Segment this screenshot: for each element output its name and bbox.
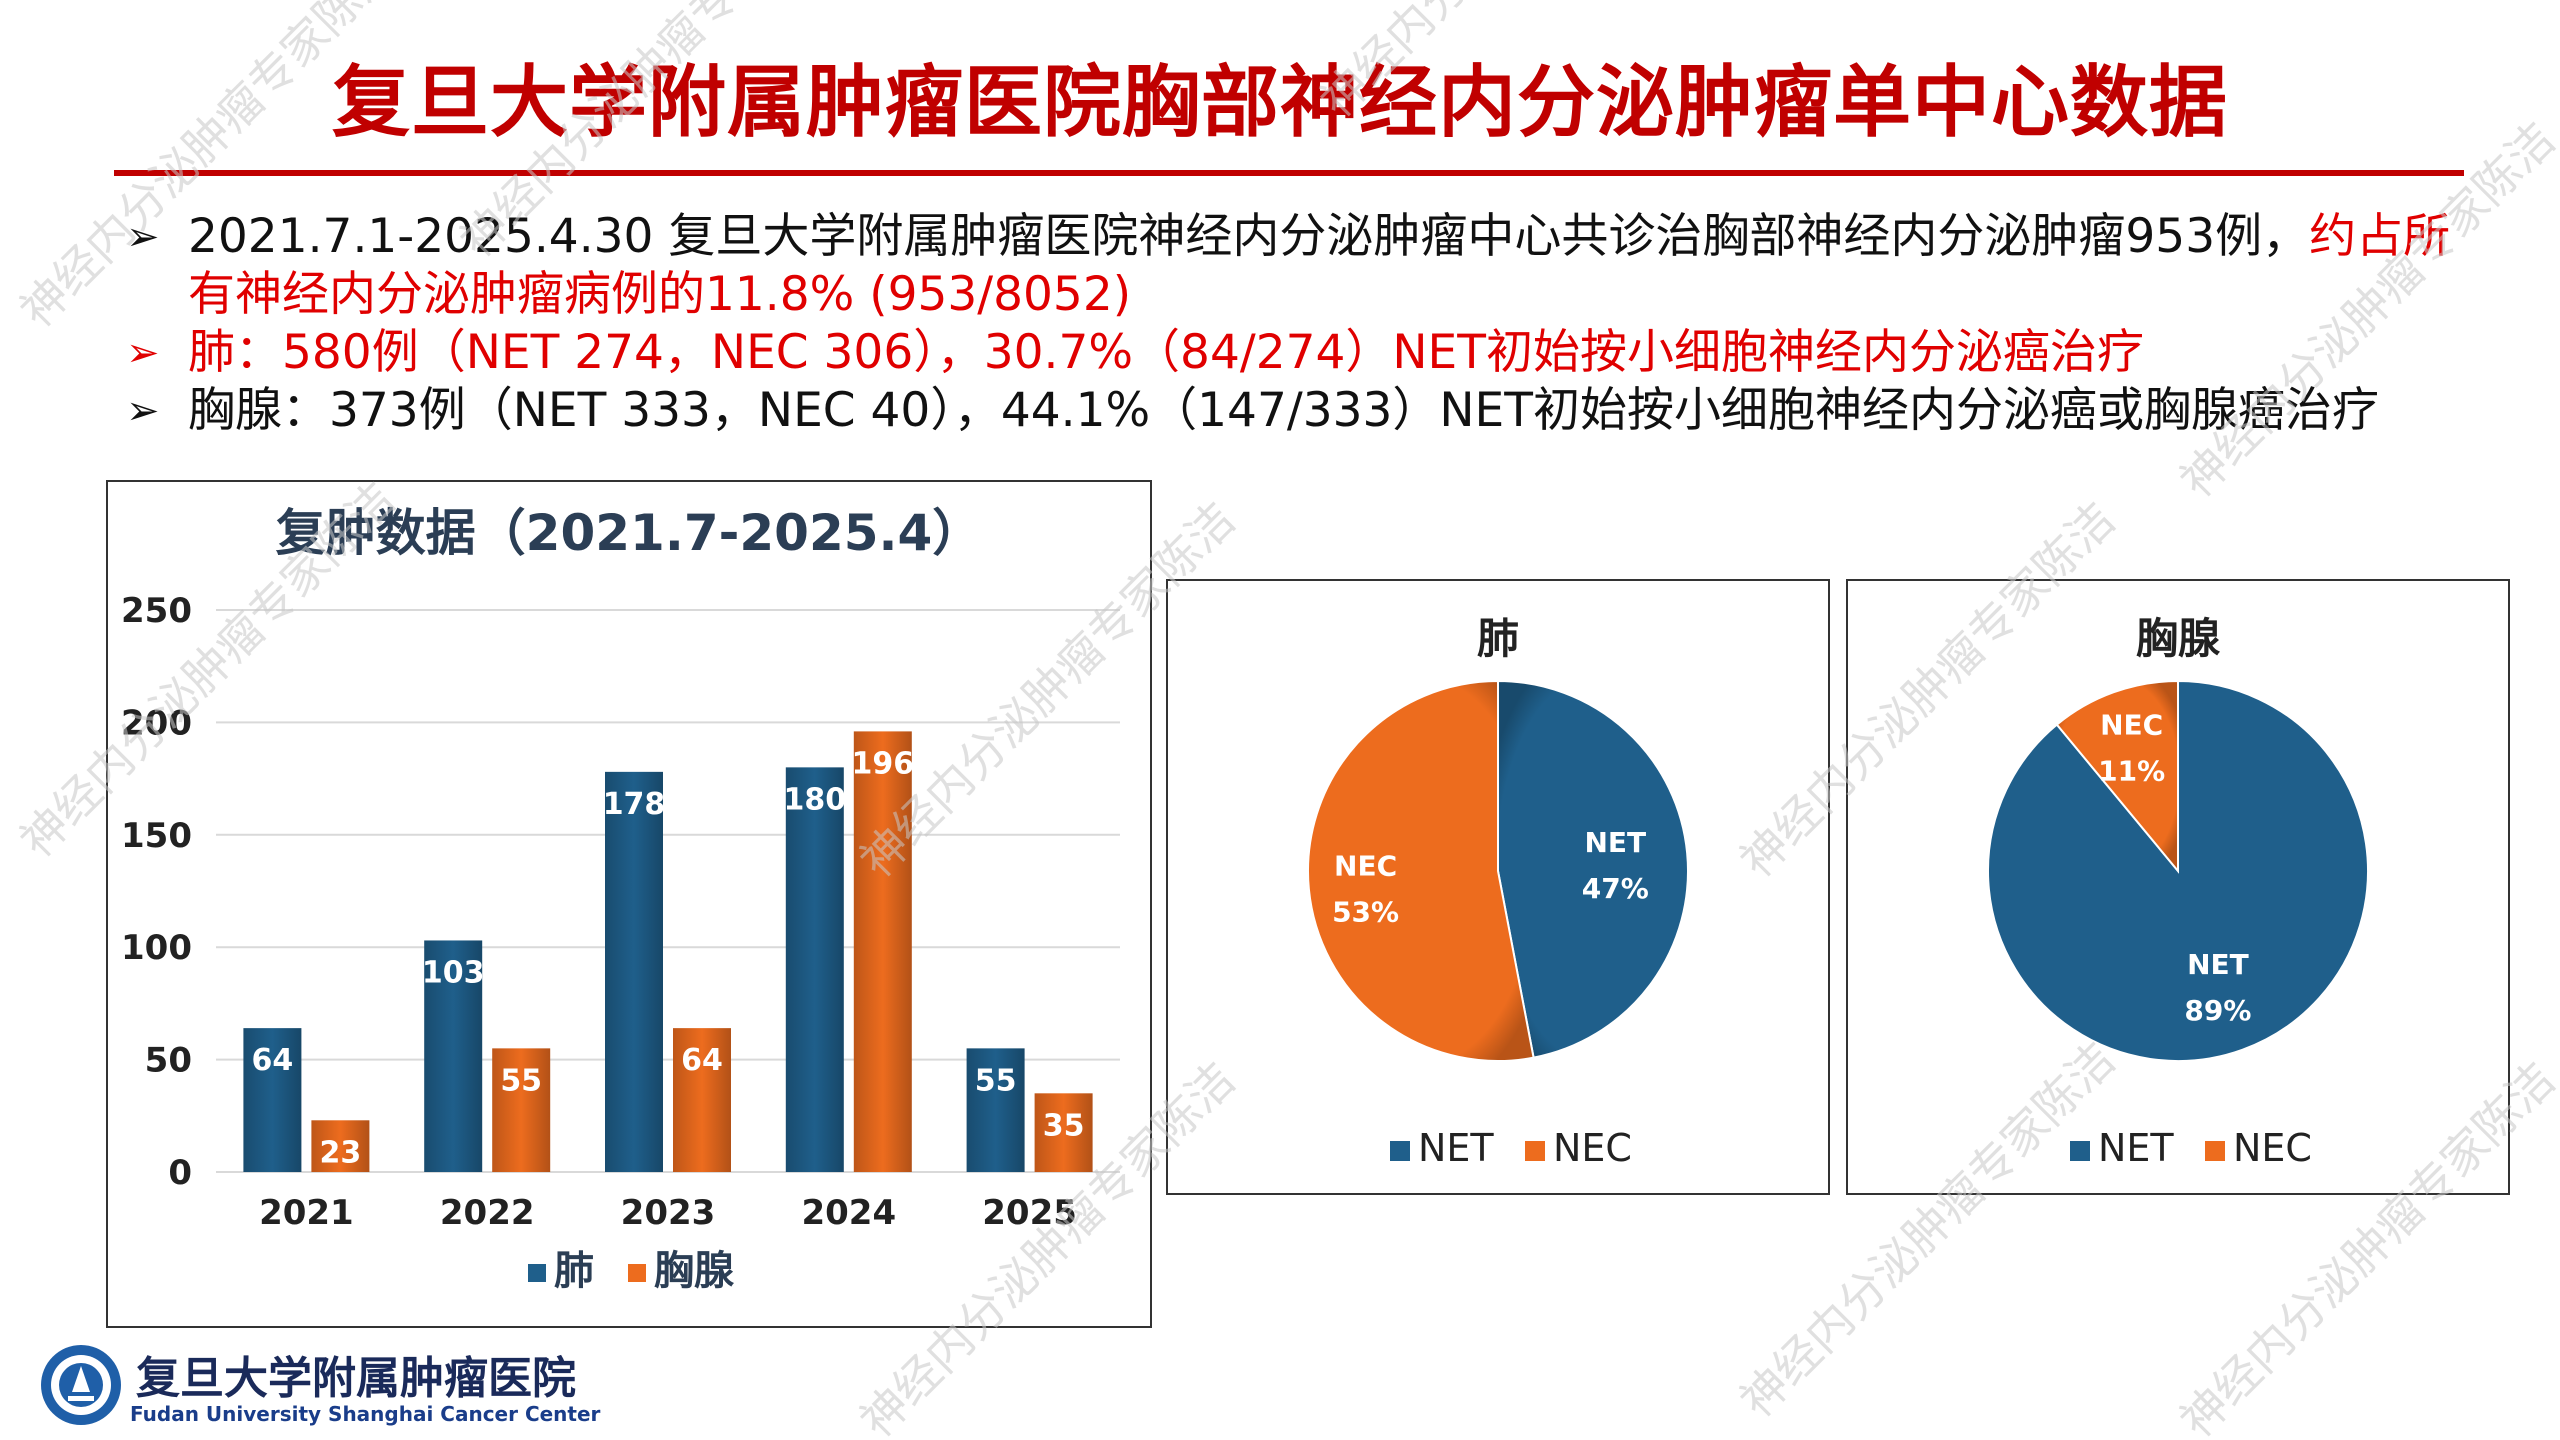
pie-slice-percent-label: 53% [1332,896,1399,929]
legend-swatch-NET [2070,1141,2090,1161]
arrow-bullet-icon: ➢ [126,388,160,434]
pie-slice-NEC [1307,679,1535,1062]
legend-swatch-胸腺 [628,1264,646,1282]
bullet-item-2: ➢ 肺：580例（NET 274，NEC 306），30.7%（84/274）N… [118,324,2478,382]
legend-label-NET: NET [1418,1126,1494,1170]
page-title: 复旦大学附属肿瘤医院胸部神经内分泌肿瘤单中心数据 [331,58,2228,148]
y-tick-label: 0 [168,1153,192,1193]
legend-swatch-NEC [1525,1141,1545,1161]
bar-肺-2023 [605,771,663,1172]
pie-slice-NEC [2055,679,2179,874]
legend-swatch-NEC [2205,1141,2225,1161]
pie-slice-name-label: NET [1584,826,1646,859]
y-tick-label: 250 [121,591,192,631]
bar-data-label: 103 [422,955,485,990]
bullet-1-highlight: 约占所有神经内分泌肿瘤病例的11.8% (953/8052) [188,209,2451,322]
legend-label-肺: 肺 [554,1248,594,1294]
y-tick-label: 200 [121,703,192,743]
pie-chart-lung-panel: 肺 NET 47% NEC 53% NET NEC [1166,579,1830,1195]
hospital-emblem-icon [41,1345,121,1425]
x-tick-label: 2024 [801,1193,896,1233]
x-tick-label: 2023 [621,1193,716,1233]
logo-english-name: Fudan University Shanghai Cancer Center [130,1402,601,1426]
bar-data-label: 23 [320,1135,362,1170]
pie-slice-NET [1497,679,1690,1059]
y-tick-label: 100 [121,928,192,968]
bar-肺-2022 [424,940,483,1172]
pie-title: 肺 [1477,614,1519,663]
legend-label-NET: NET [2098,1126,2174,1170]
bar-胸腺-2022 [492,1048,551,1172]
bar-chart: 复肿数据（2021.7-2025.4） 0 50 100 150 200 250 2021 64… [121,504,1120,1294]
bar-胸腺-2024 [853,731,912,1172]
bar-chart-panel: 复肿数据（2021.7-2025.4） 0 50 100 150 200 250 2021 64… [106,480,1152,1328]
bar-胸腺-2023 [673,1028,731,1172]
title-divider [114,170,2464,176]
bar-肺-2024 [785,767,844,1172]
legend-swatch-NET [1390,1141,1410,1161]
legend-swatch-肺 [528,1264,546,1282]
pie-slice-percent-label: 89% [2184,994,2251,1027]
bullet-3-text: 胸腺：373例（NET 333，NEC 40），44.1%（147/333）NE… [188,383,2379,438]
bullet-1-text: 2021.7.1-2025.4.30 复旦大学附属肿瘤医院神经内分泌肿瘤中心共诊… [188,209,2310,264]
y-tick-label: 50 [145,1041,192,1081]
legend-label-NEC: NEC [1553,1126,1632,1170]
bar-data-label: 35 [1043,1108,1085,1143]
bar-肺-2025 [966,1048,1025,1172]
pie-title: 胸腺 [2136,614,2221,663]
bullet-item-1: ➢ 2021.7.1-2025.4.30 复旦大学附属肿瘤医院神经内分泌肿瘤中心… [118,208,2478,324]
x-tick-label: 2025 [982,1193,1077,1233]
legend-label-胸腺: 胸腺 [654,1248,735,1294]
chart-title: 复肿数据（2021.7-2025.4） [276,504,983,562]
bullet-list: ➢ 2021.7.1-2025.4.30 复旦大学附属肿瘤医院神经内分泌肿瘤中心… [118,208,2478,440]
bar-data-label: 55 [500,1063,542,1098]
y-tick-label: 150 [121,816,192,856]
legend-label-NEC: NEC [2233,1126,2312,1170]
bar-data-label: 64 [681,1043,723,1078]
pie-chart-thymus: 胸腺 NET 89% NEC 11% NET NEC [1987,614,2369,1170]
bar-data-label: 196 [851,746,914,781]
bar-data-label: 64 [252,1043,294,1078]
bar-data-label: 55 [975,1063,1017,1098]
arrow-bullet-icon: ➢ [126,214,160,260]
pie-slice-name-label: NEC [1334,850,1397,883]
pie-slice-name-label: NET [2187,948,2249,981]
pie-slice-percent-label: 11% [2098,754,2165,787]
pie-chart-lung: 肺 NET 47% NEC 53% NET NEC [1307,614,1690,1170]
bar-肺-2021 [243,1028,302,1172]
pie-chart-thymus-panel: 胸腺 NET 89% NEC 11% NET NEC [1846,579,2510,1195]
pie-slice-name-label: NEC [2100,708,2163,741]
bar-胸腺-2021 [311,1120,370,1172]
bullet-item-3: ➢ 胸腺：373例（NET 333，NEC 40），44.1%（147/333）… [118,382,2478,440]
bar-胸腺-2025 [1034,1093,1093,1172]
bar-data-label: 180 [783,782,846,817]
bullet-2-text: 肺：580例（NET 274，NEC 306），30.7%（84/274）NET… [188,325,2144,380]
x-tick-label: 2022 [440,1193,535,1233]
bar-data-label: 178 [603,787,666,822]
arrow-bullet-icon: ➢ [126,330,160,376]
logo-chinese-name: 复旦大学附属肿瘤医院 [136,1353,576,1404]
x-tick-label: 2021 [259,1193,354,1233]
pie-slice-percent-label: 47% [1582,872,1649,905]
